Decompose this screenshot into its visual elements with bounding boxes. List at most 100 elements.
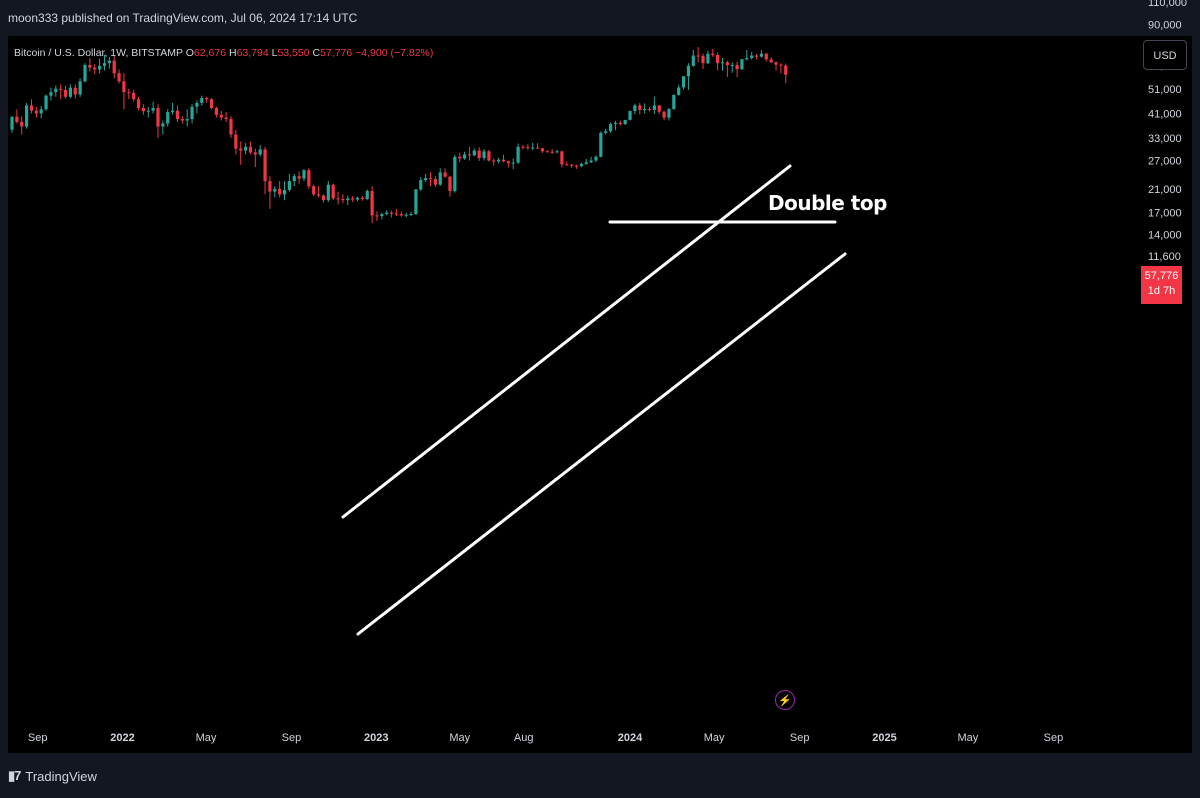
candle <box>185 109 189 127</box>
candle <box>701 53 705 69</box>
candle-body <box>180 119 184 121</box>
top-bar: moon333 published on TradingView.com, Ju… <box>0 0 1200 36</box>
candle <box>282 181 287 201</box>
candle <box>759 50 764 58</box>
symbol-legend[interactable]: Bitcoin / U.S. Dollar, 1W, BITSTAMP O62,… <box>14 47 433 59</box>
candle-body <box>229 119 233 135</box>
candle-body <box>555 151 559 153</box>
tradingview-brand[interactable]: ▮7 TradingView <box>8 768 97 784</box>
candle-body <box>394 213 399 215</box>
candle-body <box>321 195 326 201</box>
candle-body <box>282 189 287 195</box>
candle-body <box>44 95 48 110</box>
candle <box>565 161 569 166</box>
candle <box>54 85 58 97</box>
candle <box>229 116 233 138</box>
brand-name: TradingView <box>25 768 97 784</box>
candle <box>750 52 754 60</box>
candle-body <box>39 109 43 114</box>
candle <box>633 103 637 115</box>
candle-body <box>574 165 579 167</box>
candle <box>190 104 194 124</box>
candle-body <box>360 197 364 199</box>
candle <box>312 184 316 197</box>
candle-body <box>779 64 783 66</box>
candle <box>462 151 467 160</box>
candle-body <box>63 89 68 97</box>
candle <box>686 63 691 90</box>
candle <box>735 61 739 78</box>
tradingview-logo-icon: ▮7 <box>8 768 21 783</box>
candle-body <box>720 62 725 64</box>
x-tick-label: May <box>704 732 725 744</box>
candle <box>243 143 248 155</box>
candle-body <box>458 156 462 159</box>
x-tick-label: Aug <box>514 732 534 744</box>
candle-body <box>88 64 92 68</box>
channel-lower-line[interactable] <box>356 252 847 636</box>
candle-body <box>409 214 413 216</box>
candle-body <box>175 110 180 120</box>
x-tick-label: 2022 <box>110 732 134 744</box>
double-top-annotation[interactable]: Double top <box>768 191 887 215</box>
candle-body <box>224 117 228 120</box>
candle <box>83 63 87 83</box>
candle-body <box>691 55 695 66</box>
channel-upper-line[interactable] <box>341 164 792 519</box>
candle <box>268 176 272 209</box>
candle-body <box>292 176 296 182</box>
candle <box>433 176 437 187</box>
candle <box>351 196 355 202</box>
change-value: −4,900 (−7.82%) <box>355 47 434 59</box>
lightning-icon[interactable]: ⚡ <box>775 690 795 710</box>
candle <box>73 84 77 99</box>
candle-body <box>511 162 515 164</box>
candle-body <box>438 172 442 185</box>
candle <box>667 108 671 121</box>
candle <box>584 158 588 165</box>
candle-body <box>107 60 111 64</box>
candle <box>307 168 311 189</box>
candle-body <box>643 109 647 111</box>
candle <box>355 196 360 202</box>
candle <box>608 122 613 133</box>
candle-body <box>657 105 661 112</box>
candle-body <box>735 64 739 70</box>
candle <box>458 152 462 163</box>
candle <box>331 183 335 201</box>
candle <box>487 149 491 162</box>
candle <box>623 119 627 125</box>
x-tick-label: May <box>196 732 217 744</box>
candle <box>745 50 749 61</box>
candle-body <box>54 88 58 93</box>
x-tick-label: 2023 <box>364 732 388 744</box>
candle <box>657 104 661 115</box>
candle <box>234 129 238 155</box>
candle <box>389 210 394 218</box>
candle-body <box>487 151 491 161</box>
x-tick-label: Sep <box>1044 732 1064 744</box>
currency-button[interactable]: USD <box>1143 40 1187 70</box>
candle-body <box>273 188 277 192</box>
candle-body <box>365 191 369 199</box>
candle <box>599 131 603 158</box>
candle <box>497 157 501 164</box>
candle <box>647 106 652 112</box>
candle-body <box>307 170 311 187</box>
candle-body <box>667 109 671 118</box>
x-axis[interactable]: Sep 2022 May Sep 2023 May Aug 2024 May Sep 2025 May… <box>28 732 1063 744</box>
candle-body <box>268 181 272 192</box>
candle-body <box>618 122 622 125</box>
candle <box>209 98 214 110</box>
candle-body <box>341 198 345 201</box>
candle <box>195 100 199 114</box>
candle-body <box>701 55 705 64</box>
candle-body <box>49 92 53 96</box>
candle <box>365 189 369 201</box>
candle <box>516 143 520 164</box>
candle <box>696 47 700 63</box>
candle <box>784 63 788 84</box>
candle <box>302 169 306 182</box>
candle <box>107 57 111 69</box>
